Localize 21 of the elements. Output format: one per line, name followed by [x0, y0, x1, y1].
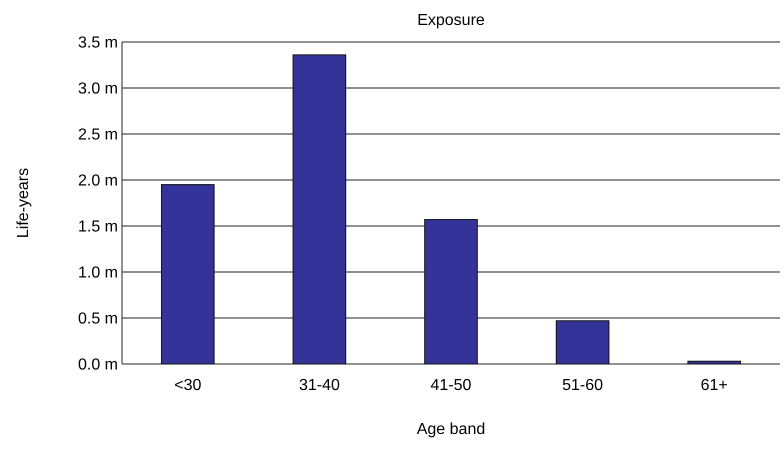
x-tick-label: 61+ — [700, 377, 728, 394]
y-tick-label: 0.5 m — [78, 310, 118, 328]
y-tick-label: 2.0 m — [78, 172, 118, 190]
y-tick-label: 3.0 m — [78, 80, 118, 98]
y-tick-label: 3.5 m — [78, 34, 118, 52]
bar — [687, 360, 742, 364]
bar — [292, 54, 346, 364]
x-tick-label: <30 — [174, 377, 202, 394]
bar — [556, 320, 610, 364]
y-tick-label: 0.0 m — [78, 356, 118, 374]
y-axis-title: Life-years — [15, 168, 32, 238]
chart-title: Exposure — [417, 12, 485, 29]
x-tick-label: 51-60 — [562, 377, 604, 394]
bar — [424, 219, 478, 364]
bar — [160, 184, 215, 364]
y-tick-label: 1.5 m — [78, 218, 118, 236]
x-tick-label: 41-50 — [430, 377, 472, 394]
x-axis-title: Age band — [416, 421, 486, 438]
x-tick-label: 31-40 — [298, 377, 340, 394]
y-tick-label: 2.5 m — [78, 126, 118, 144]
y-tick-label: 1.0 m — [78, 264, 118, 282]
